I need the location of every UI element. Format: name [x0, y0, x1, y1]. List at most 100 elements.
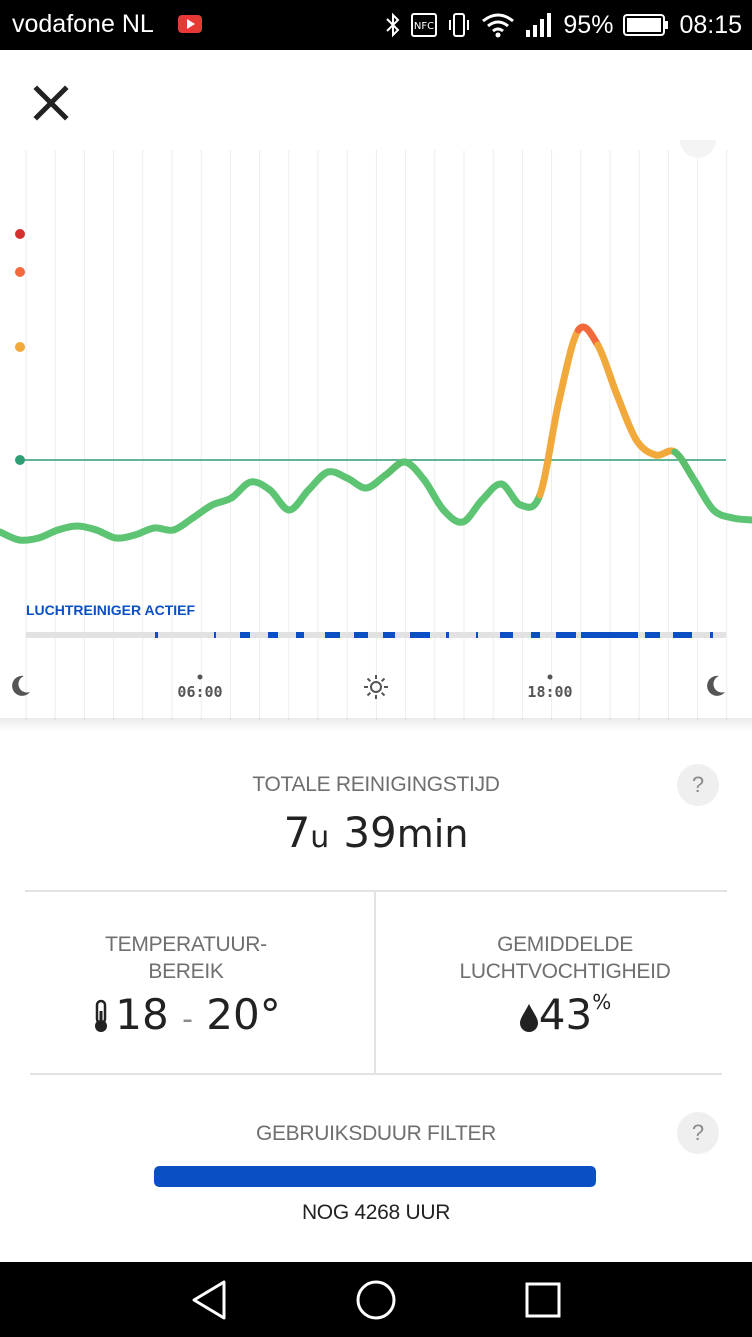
- tick-dot: [197, 674, 203, 680]
- clock: 08:15: [679, 10, 742, 39]
- temperature-title-line2: BEREIK: [148, 960, 224, 983]
- sun-icon: [370, 681, 382, 693]
- data-line-segment: [729, 514, 752, 524]
- data-line-segment: [555, 326, 582, 404]
- humidity-title: GEMIDDELDE LUCHTVOCHTIGHEID: [400, 931, 730, 985]
- data-line-segment: [574, 323, 602, 349]
- total-time-hours: 7: [283, 808, 311, 857]
- data-line-segment: [266, 486, 293, 514]
- divider: [30, 1073, 722, 1075]
- level-dot: [15, 342, 25, 352]
- moon-icon: [12, 675, 31, 696]
- chart-shadow: [0, 718, 752, 732]
- close-icon[interactable]: [28, 80, 74, 126]
- nfc-icon: NFC: [411, 13, 438, 37]
- filter-help-button[interactable]: ?: [677, 1112, 719, 1154]
- activity-block: [710, 632, 713, 638]
- activity-block: [645, 632, 660, 638]
- total-time-hours-unit: u: [310, 820, 330, 855]
- svg-text:NFC: NFC: [414, 21, 434, 32]
- sun-ray: [366, 691, 372, 697]
- data-line-segment: [536, 396, 563, 499]
- activity-block: [214, 632, 216, 638]
- home-icon[interactable]: [352, 1276, 400, 1324]
- divider: [25, 890, 727, 892]
- humidity-title-line2: LUCHTVOCHTIGHEID: [459, 960, 671, 983]
- thermometer-icon: [95, 999, 108, 1032]
- activity-block: [410, 632, 430, 638]
- sun-ray: [380, 691, 386, 697]
- vibrate-icon: [449, 13, 470, 37]
- level-dot: [15, 229, 25, 239]
- tick-label: 06:00: [177, 683, 222, 701]
- data-line-segment: [401, 458, 428, 484]
- activity-label: LUCHTREINIGER ACTIEF: [26, 602, 195, 618]
- activity-block: [383, 632, 395, 638]
- data-line-segment: [227, 478, 255, 502]
- humidity-title-line1: GEMIDDELDE: [497, 933, 633, 956]
- data-line-segment: [478, 480, 505, 504]
- chart-scroll-indicator: [680, 140, 716, 158]
- air-quality-chart: LUCHTREINIGER ACTIEF 06:00 18:00: [0, 150, 752, 722]
- moon-icon: [707, 675, 725, 696]
- youtube-icon: [178, 15, 202, 33]
- humidity-number: 43: [538, 990, 593, 1039]
- activity-block: [500, 632, 513, 638]
- data-line-segment: [285, 486, 313, 514]
- filter-title: GEBRUIKSDUUR FILTER: [255, 1122, 497, 1145]
- data-line-segment: [420, 476, 447, 514]
- activity-block: [556, 632, 576, 638]
- total-time-minutes: 39: [343, 808, 397, 857]
- total-time-minutes-unit: min: [396, 812, 469, 856]
- activity-block: [155, 632, 158, 638]
- chart-canvas: LUCHTREINIGER ACTIEF 06:00 18:00: [0, 150, 752, 720]
- temperature-min: 18: [115, 990, 169, 1039]
- temperature-max: 20°: [206, 990, 281, 1039]
- filter-progress-fill: [154, 1166, 596, 1187]
- data-line-segment: [497, 480, 525, 509]
- total-time-title: TOTALE REINIGINGSTIJD: [252, 773, 500, 796]
- activity-block: [240, 632, 250, 638]
- level-dot: [15, 267, 25, 277]
- wifi-icon: [482, 13, 515, 38]
- temperature-title-line1: TEMPERATUUR-: [105, 933, 267, 956]
- activity-block: [268, 632, 278, 638]
- activity-block: [531, 632, 540, 638]
- filter-remaining: NOG 4268 UUR: [301, 1201, 451, 1224]
- activity-block: [354, 632, 368, 638]
- activity-block: [296, 632, 304, 638]
- humidity-unit: %: [592, 990, 612, 1014]
- divider: [374, 892, 376, 1074]
- tick-label: 18:00: [527, 683, 572, 701]
- activity-track: [26, 632, 726, 638]
- total-time-help-button[interactable]: ?: [677, 764, 719, 806]
- humidity-value: 43%: [400, 990, 730, 1039]
- filter-progress-bar: [154, 1166, 596, 1187]
- sun-ray: [366, 677, 372, 683]
- back-icon[interactable]: [186, 1276, 234, 1324]
- carrier-name: vodafone NL: [12, 10, 154, 38]
- status-bar: vodafone NL NFC 95%: [0, 0, 752, 50]
- data-line-segment: [517, 491, 544, 511]
- battery-percentage: 95%: [563, 10, 614, 39]
- data-line-segment: [613, 391, 640, 444]
- bluetooth-icon: [386, 12, 400, 38]
- battery-icon: [623, 14, 669, 36]
- temperature-value: 18 - 20°: [26, 990, 346, 1039]
- activity-block: [581, 632, 638, 638]
- activity-block: [446, 632, 449, 638]
- tick-dot: [547, 674, 553, 680]
- data-line-segment: [594, 341, 621, 399]
- sun-ray: [380, 677, 386, 683]
- activity-block: [673, 632, 692, 638]
- activity-block: [476, 632, 478, 638]
- recent-apps-icon[interactable]: [519, 1276, 567, 1324]
- data-line-segment: [671, 448, 698, 484]
- activity-block: [325, 632, 340, 638]
- navigation-bar: [0, 1262, 752, 1337]
- signal-icon: [526, 13, 552, 37]
- water-drop-icon: [519, 1004, 538, 1032]
- temperature-separator: -: [182, 1002, 193, 1037]
- data-line-segment: [690, 476, 717, 514]
- data-line-segment: [459, 496, 486, 526]
